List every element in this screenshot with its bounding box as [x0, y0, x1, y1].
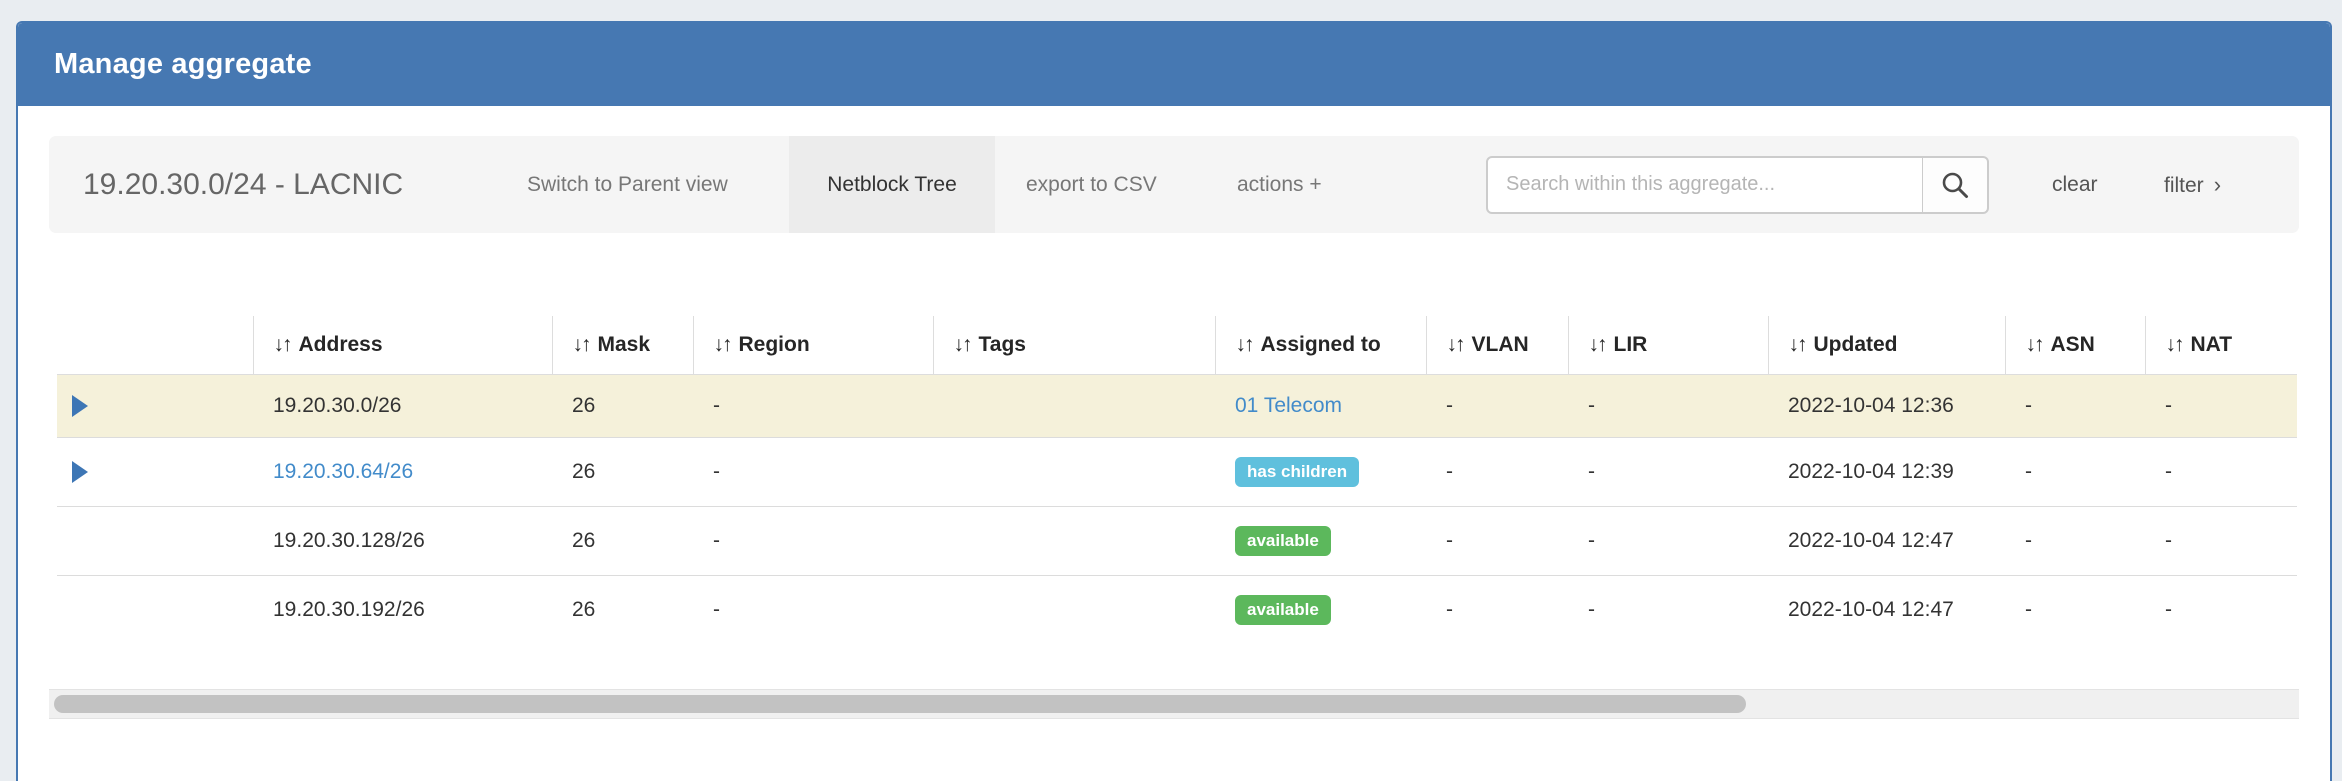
assigned-to-cell: available — [1215, 506, 1426, 576]
column-header-assigned-to[interactable]: ↓↑ Assigned to — [1214, 316, 1426, 375]
updated-cell: 2022-10-04 12:47 — [1768, 506, 2005, 576]
column-header-address[interactable]: ↓↑ Address — [252, 316, 552, 375]
region-cell: - — [693, 506, 933, 576]
asn-cell: - — [2005, 506, 2145, 576]
search-input[interactable] — [1486, 155, 1923, 214]
panel-title: Manage aggregate — [54, 48, 312, 80]
search-group — [1486, 155, 1989, 214]
sort-icon: ↓↑ — [273, 333, 293, 356]
column-header-expander — [57, 316, 253, 375]
has-children-badge: has children — [1235, 457, 1360, 487]
sort-icon: ↓↑ — [2165, 333, 2185, 356]
region-cell: - — [693, 374, 933, 438]
nat-cell: - — [2145, 374, 2297, 438]
table-header-row: ↓↑ Address ↓↑ Mask ↓↑ Region ↓↑ Tags ↓↑ Assig… — [57, 316, 2297, 375]
horizontal-scrollbar-track[interactable] — [49, 689, 2299, 719]
aggregate-toolbar: 19.20.30.0/24 - LACNIC Switch to Parent … — [49, 136, 2299, 233]
address-cell: 19.20.30.0/26 — [253, 374, 552, 438]
column-header-asn[interactable]: ↓↑ ASN — [2004, 316, 2145, 375]
column-header-lir[interactable]: ↓↑ LIR — [1567, 316, 1768, 375]
chevron-right-icon: › — [2213, 171, 2222, 197]
sort-icon: ↓↑ — [1788, 333, 1808, 356]
sort-icon: ↓↑ — [713, 333, 733, 356]
switch-to-parent-view-button[interactable]: Switch to Parent view — [527, 172, 728, 196]
lir-cell: - — [1568, 506, 1768, 576]
column-header-updated[interactable]: ↓↑ Updated — [1767, 316, 2005, 375]
table-row: 19.20.30.64/26 26 - has children - - 202… — [57, 437, 2297, 507]
table-row: 19.20.30.0/26 26 - 01 Telecom - - 2022-1… — [57, 374, 2297, 438]
panel-body: 19.20.30.0/24 - LACNIC Switch to Parent … — [18, 106, 2330, 719]
available-badge: available — [1235, 526, 1331, 556]
asn-cell: - — [2025, 598, 2032, 621]
vlan-cell: - — [1446, 598, 1453, 621]
address-cell: 19.20.30.192/26 — [273, 598, 425, 621]
tags-cell — [933, 576, 1215, 645]
sort-icon: ↓↑ — [572, 333, 592, 356]
search-button[interactable] — [1923, 155, 1989, 214]
vlan-cell: - — [1426, 506, 1568, 576]
sort-icon: ↓↑ — [1446, 333, 1466, 356]
vlan-cell: - — [1426, 374, 1568, 438]
address-cell: 19.20.30.128/26 — [253, 506, 552, 576]
lir-cell: - — [1568, 374, 1768, 438]
tags-cell — [933, 506, 1215, 576]
column-header-vlan[interactable]: ↓↑ VLAN — [1425, 316, 1568, 375]
region-cell: - — [693, 437, 933, 507]
column-header-region[interactable]: ↓↑ Region — [692, 316, 933, 375]
expand-row-icon[interactable] — [72, 395, 88, 418]
mask-cell: 26 — [552, 506, 693, 576]
horizontal-scrollbar-thumb[interactable] — [54, 695, 1746, 713]
filter-button[interactable]: filter › — [2164, 172, 2221, 198]
clear-search-button[interactable]: clear — [2052, 172, 2098, 196]
vlan-cell: - — [1426, 437, 1568, 507]
tags-cell — [933, 437, 1215, 507]
netblock-table: ↓↑ Address ↓↑ Mask ↓↑ Region ↓↑ Tags ↓↑ Assig… — [57, 316, 2297, 644]
assigned-to-cell: 01 Telecom — [1215, 374, 1426, 438]
column-header-mask[interactable]: ↓↑ Mask — [551, 316, 693, 375]
sort-icon: ↓↑ — [1588, 333, 1608, 356]
sort-icon: ↓↑ — [953, 333, 973, 356]
mask-cell: 26 — [552, 437, 693, 507]
assigned-to-cell: has children — [1215, 437, 1426, 507]
panel-header: Manage aggregate — [18, 23, 2330, 106]
nat-cell: - — [2145, 437, 2297, 507]
expand-row-icon[interactable] — [72, 461, 88, 484]
region-cell: - — [713, 598, 720, 621]
actions-menu-button[interactable]: actions + — [1237, 172, 1322, 196]
subnet-link[interactable]: 19.20.30.64/26 — [273, 460, 414, 483]
address-cell: 19.20.30.64/26 — [253, 437, 552, 507]
lir-cell: - — [1568, 437, 1768, 507]
updated-cell: 2022-10-04 12:36 — [1768, 374, 2005, 438]
table-row: 19.20.30.128/26 26 - available - - 2022-… — [57, 506, 2297, 576]
available-badge: available — [1235, 595, 1331, 625]
search-icon — [1942, 172, 1968, 198]
column-header-nat[interactable]: ↓↑ NAT — [2144, 316, 2297, 375]
updated-cell: 2022-10-04 12:47 — [1788, 598, 1954, 621]
mask-cell: 26 — [552, 374, 693, 438]
export-to-csv-button[interactable]: export to CSV — [1026, 172, 1157, 196]
netblock-tree-tab[interactable]: Netblock Tree — [789, 136, 995, 233]
sort-icon: ↓↑ — [1235, 333, 1255, 356]
table-row: 19.20.30.192/26 26 - available - - 2022-… — [57, 576, 2297, 645]
asn-cell: - — [2005, 374, 2145, 438]
sort-icon: ↓↑ — [2025, 333, 2045, 356]
mask-cell: 26 — [572, 598, 596, 621]
aggregate-title: 19.20.30.0/24 - LACNIC — [83, 167, 404, 201]
nat-cell: - — [2145, 506, 2297, 576]
filter-label: filter — [2164, 173, 2204, 197]
manage-aggregate-panel: Manage aggregate 19.20.30.0/24 - LACNIC … — [16, 21, 2332, 781]
asn-cell: - — [2005, 437, 2145, 507]
tags-cell — [933, 374, 1215, 438]
assigned-to-cell: available — [1215, 576, 1426, 645]
lir-cell: - — [1588, 598, 1595, 621]
nat-cell: - — [2165, 598, 2172, 621]
assigned-to-link[interactable]: 01 Telecom — [1235, 394, 1343, 417]
updated-cell: 2022-10-04 12:39 — [1768, 437, 2005, 507]
column-header-tags[interactable]: ↓↑ Tags — [932, 316, 1215, 375]
